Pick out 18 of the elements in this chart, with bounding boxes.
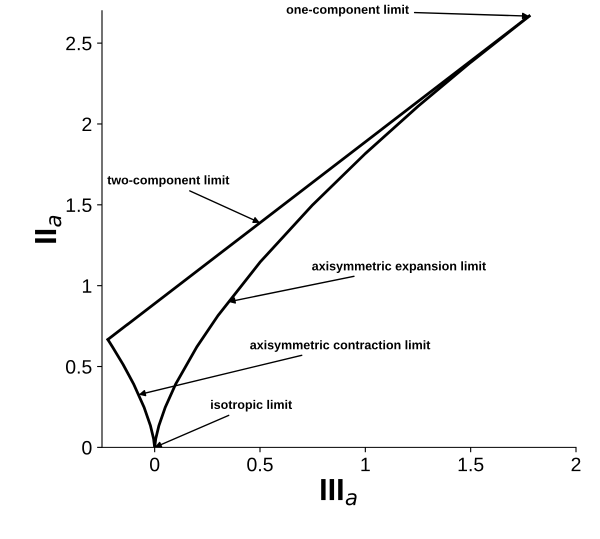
- annotation: isotropic limit: [211, 400, 292, 412]
- y-tick-label: 2: [82, 117, 92, 132]
- annotation: two-component limit: [107, 175, 230, 187]
- y-tick-label: 0: [82, 440, 92, 455]
- x-axis-title: III$_{a}$: [321, 479, 357, 506]
- x-tick-label: 0: [150, 458, 160, 472]
- annotation: axisymmetric contraction limit: [250, 340, 430, 352]
- y-tick-label: 2.5: [66, 36, 92, 50]
- annotation: axisymmetric expansion limit: [312, 261, 486, 273]
- x-tick-label: 0.5: [247, 458, 273, 472]
- x-tick-label: 1.5: [458, 458, 484, 472]
- x-tick-label: 2: [572, 458, 580, 472]
- annotation: one-component limit: [286, 4, 409, 16]
- y-tick-label: 0.5: [66, 360, 92, 374]
- y-tick-label: 1: [82, 279, 92, 293]
- y-tick-label: 1.5: [66, 198, 92, 212]
- x-tick-label: 1: [361, 458, 370, 472]
- y-axis-title: II$_{a}$: [35, 216, 62, 243]
